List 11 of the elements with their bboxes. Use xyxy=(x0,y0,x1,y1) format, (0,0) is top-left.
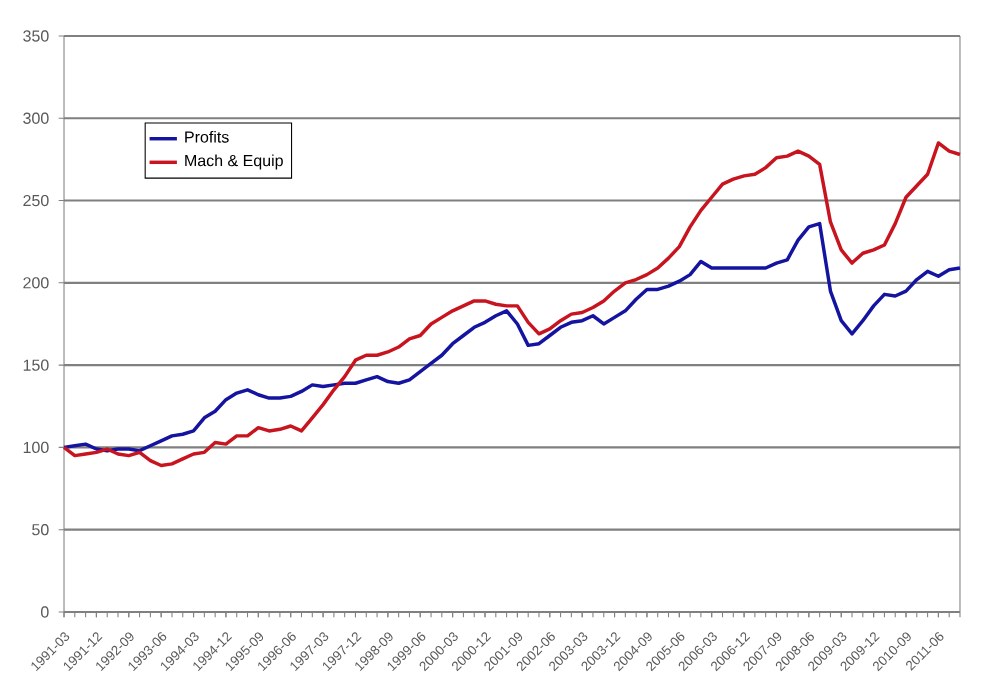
line-series xyxy=(62,141,962,468)
y-tick-label: 150 xyxy=(23,359,49,371)
y-tick-label: 200 xyxy=(23,277,49,289)
legend-label: Mach & Equip xyxy=(185,154,283,170)
y-tick-label: 50 xyxy=(32,524,49,536)
legend-label: Profits xyxy=(185,130,229,143)
y-tick-label: 0 xyxy=(40,606,49,618)
y-tick-label: 350 xyxy=(23,30,49,42)
y-tick-label: 250 xyxy=(23,194,49,207)
y-tick-label: 100 xyxy=(23,441,49,454)
y-tick-label: 300 xyxy=(23,112,49,124)
